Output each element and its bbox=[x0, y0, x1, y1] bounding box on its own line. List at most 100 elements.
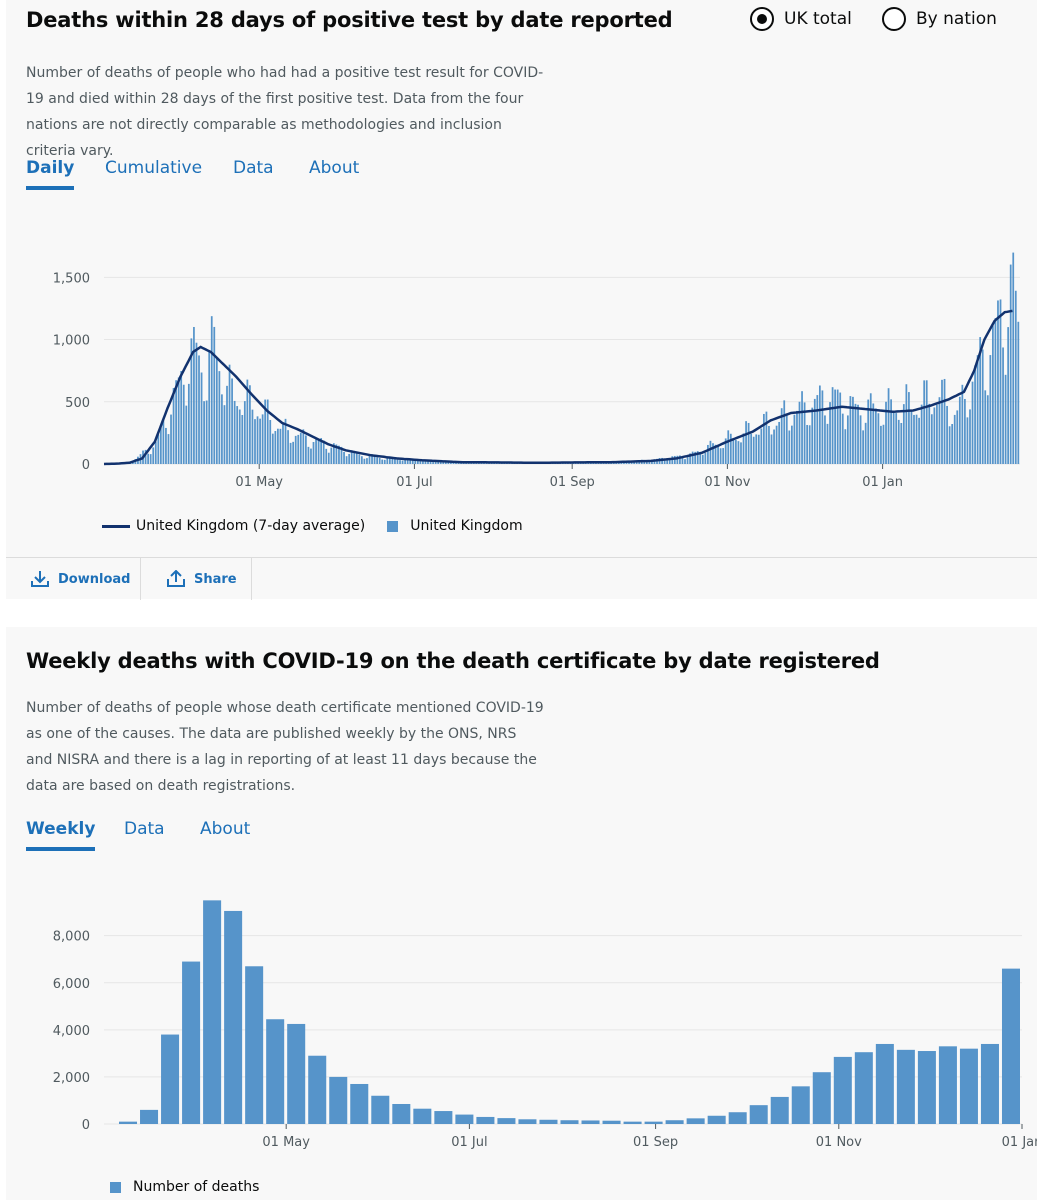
x-tick-label: 01 Jul bbox=[396, 475, 432, 490]
daily-bar bbox=[844, 429, 847, 464]
daily-bar bbox=[732, 439, 735, 464]
daily-bar bbox=[729, 433, 732, 464]
weekly-bar bbox=[224, 910, 243, 1124]
daily-bar bbox=[684, 459, 686, 464]
daily-bar bbox=[399, 460, 401, 464]
weekly-bar bbox=[455, 1114, 474, 1124]
daily-bar bbox=[681, 457, 684, 464]
daily-bar bbox=[974, 365, 976, 464]
radio-uk-total[interactable]: UK total bbox=[750, 6, 852, 32]
daily-bar bbox=[327, 452, 330, 464]
daily-bar bbox=[170, 414, 172, 464]
daily-bar bbox=[826, 423, 829, 464]
daily-bar bbox=[299, 432, 302, 464]
daily-bar bbox=[824, 415, 826, 464]
daily-bar bbox=[780, 408, 783, 464]
daily-bar bbox=[770, 434, 773, 464]
daily-bar bbox=[999, 299, 1002, 464]
daily-bar bbox=[340, 446, 343, 464]
weekly-bar bbox=[203, 900, 222, 1124]
daily-bar bbox=[913, 414, 915, 464]
daily-bar bbox=[411, 460, 414, 464]
daily-bar bbox=[925, 380, 928, 464]
tab-about[interactable]: About bbox=[200, 819, 251, 839]
daily-bar bbox=[167, 434, 170, 464]
daily-bar bbox=[350, 450, 353, 464]
daily-bar bbox=[193, 326, 195, 464]
daily-bar bbox=[223, 405, 226, 464]
daily-bar bbox=[386, 457, 389, 464]
daily-bar bbox=[727, 430, 730, 464]
daily-bar bbox=[147, 453, 149, 464]
daily-bar bbox=[266, 399, 269, 464]
weekly-bar bbox=[896, 1049, 915, 1124]
daily-bar bbox=[165, 427, 167, 464]
download-button[interactable]: Download bbox=[30, 558, 130, 600]
weekly-bar bbox=[602, 1120, 621, 1124]
daily-bar bbox=[961, 384, 964, 464]
weekly-bar bbox=[308, 1055, 327, 1124]
y-tick-label: 1,500 bbox=[53, 271, 90, 286]
weekly-bar bbox=[833, 1056, 852, 1124]
x-tick-label: 01 Sep bbox=[633, 1135, 678, 1150]
daily-bar bbox=[172, 387, 175, 464]
daily-bar bbox=[783, 400, 786, 464]
daily-bar bbox=[221, 394, 223, 464]
daily-bar bbox=[989, 355, 992, 464]
daily-bar bbox=[839, 392, 842, 464]
daily-bar bbox=[422, 460, 424, 464]
daily-bar bbox=[994, 318, 997, 464]
weekly-bar bbox=[665, 1120, 684, 1124]
daily-bar bbox=[233, 400, 236, 464]
daily-bar bbox=[315, 439, 317, 464]
x-tick-label: 01 May bbox=[235, 475, 283, 490]
daily-bar bbox=[190, 338, 193, 464]
daily-bar bbox=[335, 444, 338, 464]
daily-bar bbox=[1017, 321, 1020, 464]
weekly-bar bbox=[812, 1072, 831, 1124]
tab-daily[interactable]: Daily bbox=[26, 158, 75, 190]
legend-bar-label: United Kingdom bbox=[410, 518, 523, 534]
share-button[interactable]: Share bbox=[166, 558, 237, 600]
daily-bar bbox=[997, 300, 999, 464]
x-tick-label: 01 Jan bbox=[1002, 1135, 1037, 1150]
legend-bar-swatch bbox=[110, 1181, 121, 1193]
weekly-deaths-chart: 0 2,000 4,000 6,000 8,000 01 May 01 Jul 01 Sep 0… bbox=[53, 900, 1037, 1150]
weekly-bar bbox=[560, 1120, 579, 1124]
y-tick-label: 500 bbox=[65, 396, 90, 411]
weekly-bar bbox=[938, 1046, 957, 1124]
daily-bar bbox=[724, 438, 727, 464]
daily-bar bbox=[981, 349, 984, 464]
daily-bar bbox=[162, 419, 165, 464]
radio-by-nation[interactable]: By nation bbox=[882, 6, 997, 32]
tab-data[interactable]: Data bbox=[233, 158, 274, 178]
daily-bar bbox=[404, 459, 406, 464]
tab-cumulative[interactable]: Cumulative bbox=[105, 158, 203, 178]
daily-bar bbox=[908, 392, 910, 464]
daily-bar bbox=[259, 418, 261, 464]
tab-about[interactable]: About bbox=[309, 158, 360, 178]
weekly-bar bbox=[371, 1095, 390, 1124]
daily-bar bbox=[864, 422, 867, 464]
daily-bar bbox=[969, 409, 971, 464]
x-tick-label: 01 Sep bbox=[550, 475, 595, 490]
daily-bar bbox=[228, 364, 231, 464]
weekly-bar bbox=[770, 1096, 789, 1124]
daily-bar bbox=[862, 430, 864, 464]
daily-bar bbox=[439, 461, 442, 464]
daily-bar bbox=[849, 396, 852, 464]
y-tick-label: 0 bbox=[82, 1118, 90, 1133]
daily-bar bbox=[704, 452, 707, 464]
daily-bar bbox=[1014, 290, 1017, 464]
tab-weekly[interactable]: Weekly bbox=[26, 819, 96, 851]
daily-bar bbox=[915, 414, 918, 464]
daily-bar bbox=[628, 462, 630, 464]
daily-bar bbox=[857, 404, 859, 464]
tab-data[interactable]: Data bbox=[124, 819, 165, 839]
weekly-bar bbox=[434, 1111, 453, 1124]
daily-bar bbox=[882, 424, 885, 464]
daily-bar bbox=[673, 455, 676, 464]
daily-bar bbox=[210, 316, 213, 464]
daily-bar bbox=[946, 405, 948, 464]
daily-bar bbox=[249, 385, 251, 464]
